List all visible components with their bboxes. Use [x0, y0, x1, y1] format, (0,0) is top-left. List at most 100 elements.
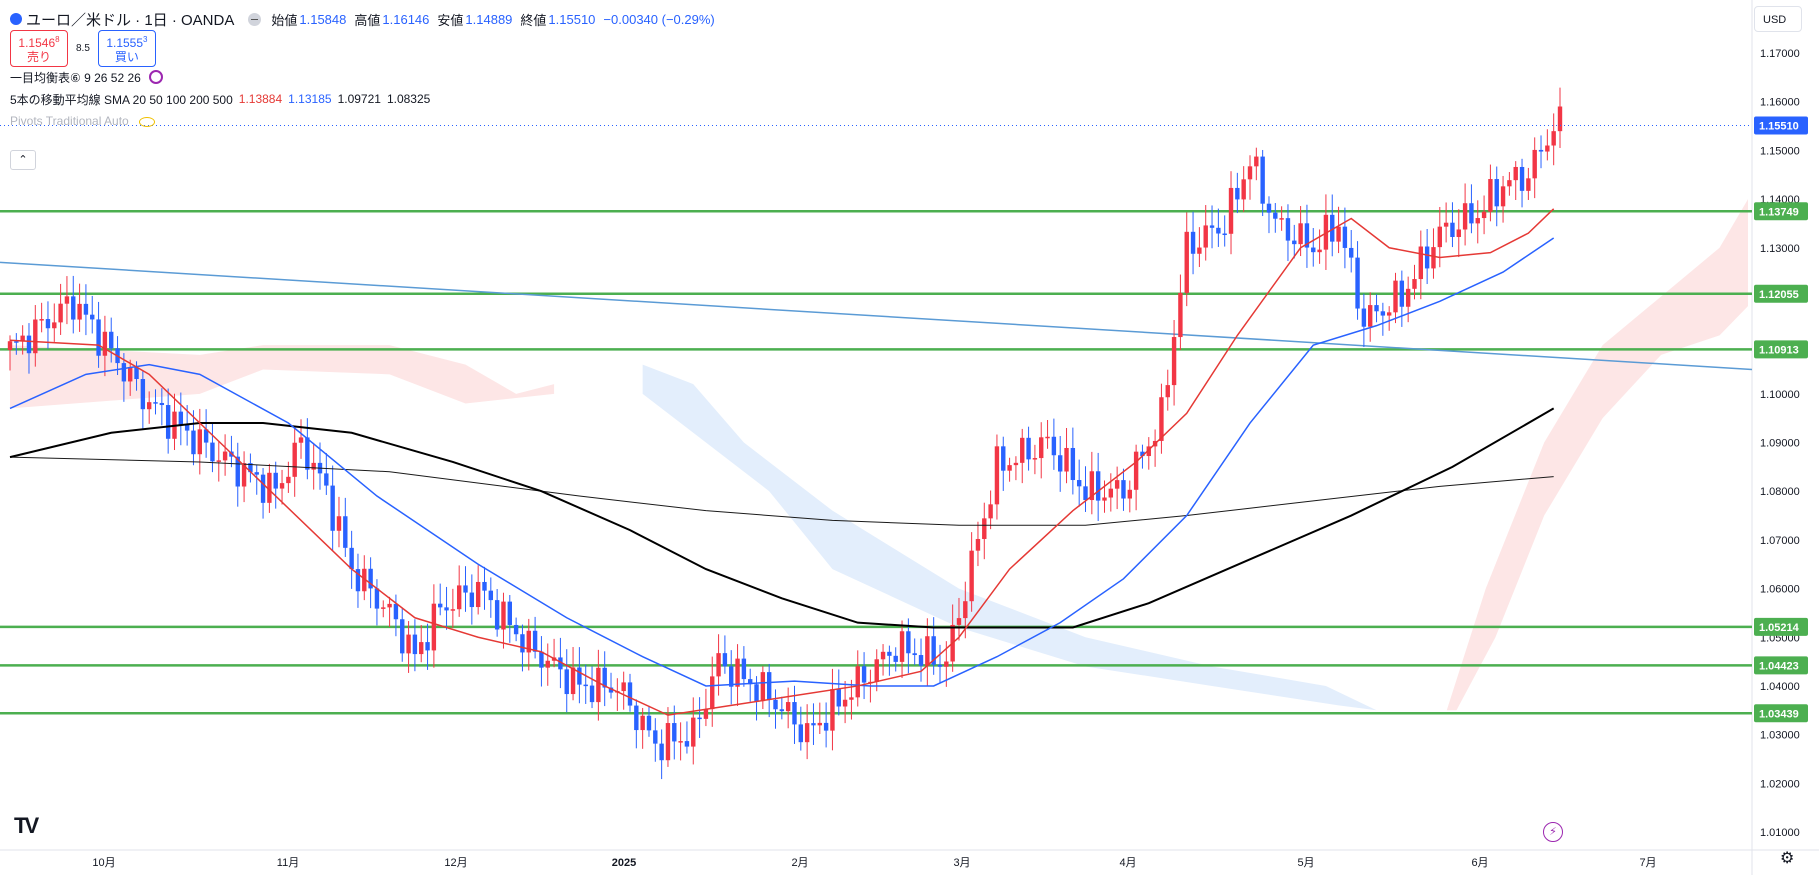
candle-body [45, 319, 51, 329]
candle-body [545, 660, 550, 668]
candle-body [1020, 437, 1025, 463]
candle-body [267, 472, 272, 503]
candle-body [507, 601, 512, 625]
candle-body [830, 689, 835, 731]
buy-price: 1.1555 [106, 35, 144, 50]
candle-body [77, 303, 82, 320]
candle-body [1557, 106, 1563, 132]
candle-body [273, 472, 278, 489]
tradingview-logo[interactable]: TV [14, 813, 39, 838]
candle-body [653, 730, 658, 744]
ichimoku-cloud-bull [10, 345, 555, 409]
sma-label[interactable]: 5本の移動平均線 SMA 20 50 100 200 500 [10, 92, 233, 107]
candle-body [1437, 226, 1442, 248]
candle-body [1266, 203, 1272, 213]
candle-body [260, 474, 266, 503]
candle-body [83, 303, 89, 315]
candle-body [222, 451, 228, 461]
trade-row: 1.15468 売り 8.5 1.15553 買い [10, 29, 723, 67]
candle-body [874, 659, 879, 682]
candle-body [773, 699, 778, 710]
gear-icon[interactable]: ⚙ [1780, 850, 1795, 867]
candle-body [716, 653, 721, 677]
high-label: 高値 [354, 12, 381, 28]
x-tick-label: 7月 [1639, 857, 1656, 869]
candle-body [589, 685, 595, 703]
candle-body [444, 607, 449, 611]
candle-body [109, 331, 114, 349]
candle-body [779, 709, 785, 712]
pivots-label[interactable]: Pivots Traditional Auto [10, 114, 129, 128]
candle-body [722, 653, 728, 667]
candle-body [735, 658, 740, 687]
collapse-legend-button[interactable]: ⌃ [10, 150, 36, 170]
candle-body [292, 442, 297, 477]
candle-body [672, 723, 677, 742]
candle-body [128, 367, 133, 382]
candle-body [899, 631, 905, 662]
candle-body [1380, 311, 1386, 316]
x-tick-label: 5月 [1297, 857, 1314, 869]
candle-body [1412, 279, 1417, 289]
candle-body [1342, 226, 1348, 248]
level-price-tag [1754, 202, 1808, 221]
candles-group [7, 87, 1563, 780]
sma50-value: 1.13185 [288, 92, 332, 106]
candle-body [925, 636, 930, 666]
candle-body [975, 538, 981, 551]
candle-body [703, 709, 709, 719]
refresh-icon[interactable] [148, 70, 163, 84]
candle-body [1045, 436, 1050, 439]
candle-body [640, 715, 645, 731]
symbol-row: ユーロ／米ドル · 1日 · OANDA 始値 1.15848 高値 1.16146… [10, 8, 723, 30]
candle-body [1494, 179, 1499, 207]
candle-body [159, 402, 165, 406]
sell-price-sup: 8 [55, 34, 60, 44]
candle-body [1241, 179, 1246, 200]
candle-body [210, 442, 215, 462]
candle-body [1298, 223, 1303, 245]
sell-label: 売り [26, 49, 51, 64]
candle-body [254, 472, 259, 475]
y-tick-label: 1.15000 [1760, 145, 1800, 157]
buy-button[interactable]: 1.15553 買い [97, 29, 156, 67]
candle-body [494, 600, 500, 630]
candle-body [918, 655, 924, 666]
candle-body [355, 569, 361, 592]
candle-body [121, 363, 127, 382]
candle-body [248, 463, 253, 473]
candle-body [1481, 211, 1487, 219]
candle-body [1076, 480, 1082, 487]
hide-legend-button[interactable] [248, 12, 262, 26]
low-label: 安値 [437, 12, 464, 28]
y-tick-label: 1.07000 [1760, 535, 1800, 547]
candle-body [1013, 462, 1019, 466]
candle-body [381, 607, 386, 609]
sma-row: 5本の移動平均線 SMA 20 50 100 200 500 1.13884 1… [10, 88, 723, 110]
symbol-flag-icon [10, 13, 22, 25]
candle-body [1102, 497, 1107, 501]
candle-body [1171, 337, 1177, 386]
symbol-title[interactable]: ユーロ／米ドル · 1日 · OANDA [26, 11, 235, 29]
sell-button[interactable]: 1.15468 売り [10, 29, 68, 67]
candle-body [140, 379, 146, 410]
candle-body [956, 618, 962, 625]
high-value: 1.16146 [382, 11, 430, 27]
ichimoku-label[interactable]: 一目均衡表⑥ 9 26 52 26 [10, 70, 141, 85]
candle-body [988, 504, 993, 519]
candle-body [982, 518, 987, 539]
x-tick-label: 6月 [1471, 857, 1488, 869]
currency-button[interactable]: USD [1754, 6, 1802, 32]
candle-body [804, 723, 810, 743]
candle-body [20, 335, 25, 342]
lightning-icon[interactable]: ⚡ [1543, 822, 1563, 842]
candle-body [937, 664, 943, 667]
y-tick-label: 1.10000 [1760, 389, 1800, 401]
candle-body [1418, 246, 1424, 280]
candle-body [1431, 247, 1436, 269]
candle-body [1279, 218, 1284, 220]
hidden-eye-icon[interactable] [138, 117, 155, 127]
candle-body [1462, 203, 1468, 230]
candle-body [71, 296, 76, 320]
